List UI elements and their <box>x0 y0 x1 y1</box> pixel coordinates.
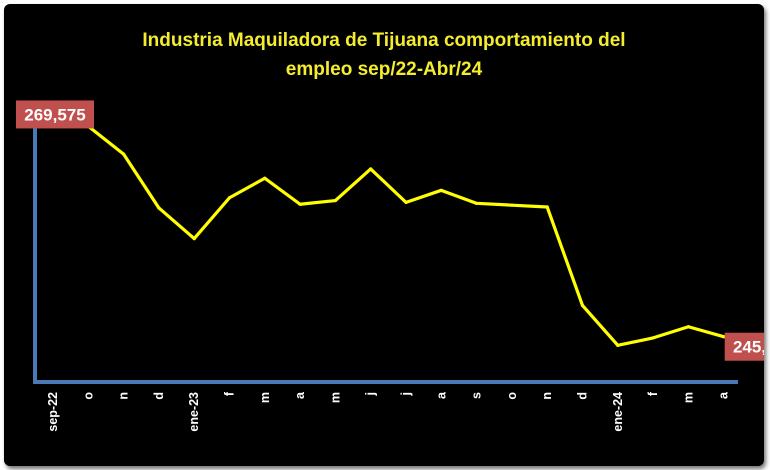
data-point <box>369 167 373 171</box>
x-tick-label: ene-24 <box>611 392 625 432</box>
data-point <box>404 200 408 204</box>
x-tick-label: j <box>364 392 378 396</box>
x-tick-label: d <box>152 392 166 400</box>
x-tick-label: n <box>540 392 554 400</box>
data-point <box>192 236 196 241</box>
data-point <box>122 152 126 156</box>
x-tick-label: o <box>505 392 519 400</box>
data-point <box>298 202 302 206</box>
x-tick-label: f <box>646 391 660 396</box>
x-tick-label: n <box>117 392 131 400</box>
x-tick-label: m <box>258 392 272 403</box>
x-tick-label: a <box>717 391 731 399</box>
data-point <box>651 336 655 340</box>
data-point <box>580 303 585 308</box>
data-point <box>227 196 232 200</box>
value-callout: 245,628 <box>724 332 764 361</box>
x-tick-label: j <box>399 392 413 396</box>
data-point <box>475 201 479 205</box>
x-tick-label: s <box>470 392 484 399</box>
x-tick-label: a <box>434 391 448 399</box>
series-line <box>51 112 726 347</box>
data-point <box>157 206 161 210</box>
chart-area: Industria Maquiladora de Tijuana comport… <box>4 4 764 466</box>
x-tick-label: o <box>81 392 95 400</box>
x-tick-label: a <box>293 391 307 399</box>
chart-title-line-1: Industria Maquiladora de Tijuana comport… <box>142 30 625 51</box>
line-chart: Industria Maquiladora de Tijuana comport… <box>16 30 764 432</box>
data-point <box>686 325 691 329</box>
data-point <box>263 176 267 180</box>
callout-label: 245,628 <box>733 338 764 357</box>
data-point <box>616 343 620 347</box>
callout-box <box>724 332 764 361</box>
data-point <box>722 335 726 339</box>
x-tick-label: d <box>576 392 590 400</box>
chart-title-line-2: empleo sep/22-Abr/24 <box>286 59 483 80</box>
data-point <box>439 188 443 192</box>
data-point <box>333 198 337 203</box>
data-point <box>545 205 549 209</box>
x-tick-label: f <box>223 391 237 396</box>
callout-label: 269,575 <box>24 105 85 124</box>
data-point <box>510 203 514 207</box>
x-tick-label: ene-23 <box>187 392 201 432</box>
x-tick-label: m <box>681 392 695 403</box>
x-tick-label: sep-22 <box>46 392 60 432</box>
value-callout: 269,575 <box>16 100 94 129</box>
callout-box <box>16 100 94 129</box>
x-tick-label: m <box>328 392 342 403</box>
